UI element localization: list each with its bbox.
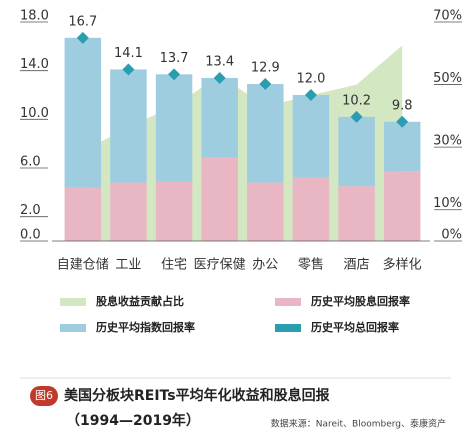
diamond-marker [122, 63, 135, 76]
x-tick-label: 工业 [115, 258, 141, 273]
x-tick-label: 自建仓储 [57, 258, 109, 273]
y-tick-label: 2.0 [20, 203, 41, 218]
y2-tick-label: 10% [433, 196, 462, 211]
y2-tick-label: 50% [433, 71, 462, 86]
data-label: 12.9 [251, 61, 280, 76]
diamond-marker [396, 115, 409, 128]
legend-swatch [275, 298, 301, 306]
x-tick-label: 多样化 [383, 257, 422, 273]
figure-label: 图6 [35, 389, 53, 402]
y2-tick-label: 30% [433, 134, 462, 149]
chart-subtitle: （1994—2019年） [66, 412, 200, 429]
source: 数据来源：Nareit、Bloomberg、泰康资产 [271, 418, 446, 430]
y-tick-label: 10.0 [20, 106, 49, 121]
bar [338, 116, 375, 187]
x-tick-label: 酒店 [344, 258, 370, 273]
legend-swatch [275, 324, 301, 332]
legend-swatch [60, 324, 86, 332]
x-tick-label: 医疗保健 [194, 258, 246, 273]
legend-swatch [60, 298, 86, 306]
figure-badge [30, 386, 58, 406]
bar [64, 37, 102, 188]
data-label: 16.7 [68, 14, 97, 29]
diamond-marker [304, 89, 317, 101]
legend-label: 股息收益贡献占比 [96, 294, 184, 308]
bar [247, 182, 284, 241]
bar [247, 84, 284, 183]
bar [110, 182, 147, 241]
bar [383, 121, 421, 172]
x-tick-label: 办公 [252, 258, 278, 273]
data-label: 14.1 [114, 46, 143, 61]
bar [201, 157, 238, 241]
bar [338, 186, 375, 241]
y-tick-label: 0.0 [20, 228, 41, 243]
diamond-marker [168, 68, 181, 81]
diamond-marker [259, 78, 272, 91]
diamond-marker [350, 110, 363, 123]
bar [292, 177, 330, 241]
data-label: 10.2 [342, 93, 371, 108]
bar [383, 171, 421, 241]
y-tick-label: 14.0 [20, 57, 49, 72]
y2-tick-label: 0% [441, 228, 462, 243]
data-label: 13.4 [205, 54, 234, 69]
legend-label: 历史平均股息回报率 [311, 294, 410, 308]
data-label: 13.7 [160, 51, 189, 66]
legend-label: 历史平均总回报率 [311, 320, 399, 334]
diamond-marker [213, 71, 226, 84]
bar [292, 95, 330, 178]
x-tick-label: 零售 [298, 257, 324, 273]
diamond-marker [76, 31, 89, 44]
bar [201, 77, 238, 158]
data-label: 9.8 [392, 98, 413, 113]
bar [64, 187, 102, 241]
bar [155, 74, 193, 182]
data-label: 12.0 [296, 72, 325, 87]
y-tick-label: 18.0 [20, 9, 49, 24]
legend-label: 历史平均指数回报率 [96, 320, 195, 334]
bar [155, 181, 193, 241]
y-tick-label: 6.0 [20, 155, 41, 170]
chart-title: 美国分板块REITs平均年化收益和股息回报 [64, 387, 330, 404]
bar [110, 69, 147, 183]
y2-tick-label: 70% [433, 9, 462, 24]
x-tick-label: 住宅 [161, 258, 187, 273]
